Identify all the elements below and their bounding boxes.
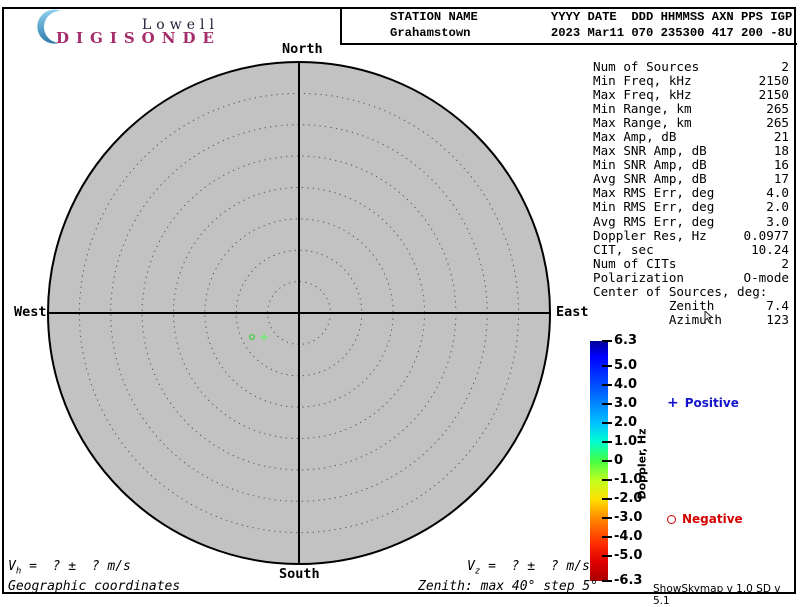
circle-marker-icon <box>667 514 676 524</box>
compass-west-label: West <box>14 304 47 320</box>
parameter-table: Num of Sources 2 Min Freq, kHz 2150 Max Fr… <box>593 59 789 327</box>
colorbar-tick <box>602 498 612 501</box>
table-row: CIT, sec 10.24 <box>593 241 789 257</box>
table-row: Avg SNR Amp, dB 17 <box>593 171 789 187</box>
colorbar-tick-label: 5.0 <box>614 357 638 373</box>
software-version-label: ShowSkymap v 1.0 SD v 5.1 <box>653 583 781 607</box>
table-row: Zenith 7.4 <box>593 297 789 313</box>
compass-south-label: South <box>279 566 320 582</box>
station-header: STATION NAME YYYY DATE DDD HHMMSS AXN PP… <box>390 10 792 41</box>
table-row: Avg RMS Err, deg 3.0 <box>593 213 789 229</box>
header-divider-horizontal <box>340 43 797 45</box>
horizontal-velocity-readout: Vh = ? ± ? m/s <box>8 559 131 577</box>
table-row: Polarization O-mode <box>593 269 789 285</box>
header-divider-vertical <box>340 7 342 45</box>
lowell-logo-crescent-icon <box>37 9 61 44</box>
station-header-columns: STATION NAME YYYY DATE DDD HHMMSS AXN PP… <box>390 10 793 24</box>
table-row: Max Amp, dB 21 <box>593 129 789 145</box>
colorbar-axis-title: Doppler, Hz <box>635 428 649 500</box>
colorbar-tick <box>602 364 612 367</box>
zenith-scale-note: Zenith: max 40° step 5° <box>418 579 599 594</box>
colorbar-tick <box>602 580 612 582</box>
table-row: Min RMS Err, deg 2.0 <box>593 199 789 215</box>
colorbar-tick-label: 0 <box>614 453 624 468</box>
table-row: Azimuth 123 <box>593 311 789 327</box>
colorbar-tick <box>602 460 612 462</box>
table-row: Max Freq, kHz 2150 <box>593 87 789 103</box>
colorbar-tick-label: -5.0 <box>614 548 643 564</box>
colorbar-tick <box>602 536 612 539</box>
colorbar-tick-label: -2.0 <box>614 491 643 507</box>
colorbar-tick-label: 1.0 <box>614 433 638 449</box>
colorbar-tick <box>602 555 612 558</box>
colorbar-tick-label: -1.0 <box>614 472 643 487</box>
table-row: Min SNR Amp, dB 16 <box>593 157 789 173</box>
colorbar-tick-label: -3.0 <box>614 510 643 526</box>
colorbar-tick <box>602 440 612 443</box>
colorbar-tick-label: 2.0 <box>614 414 638 430</box>
table-row: Num of Sources 2 <box>593 59 789 74</box>
colorbar-tick-label: 6.3 <box>614 333 638 348</box>
colorbar-tick <box>602 340 612 342</box>
legend-negative: Negative <box>667 512 743 526</box>
vertical-velocity-readout: Vz = ? ± ? m/s <box>467 559 590 577</box>
skymap-source-negative <box>248 333 256 341</box>
table-row: Center of Sources, deg: <box>593 283 768 299</box>
plus-marker-icon: + <box>667 395 679 411</box>
colorbar-tick-label: 4.0 <box>614 376 638 392</box>
compass-east-label: East <box>556 304 589 320</box>
table-row: Min Freq, kHz 2150 <box>593 73 789 89</box>
colorbar-tick-label: -4.0 <box>614 529 643 545</box>
legend-positive: + Positive <box>667 396 739 410</box>
window-frame <box>2 7 796 594</box>
mouse-cursor-icon <box>704 311 714 323</box>
colorbar-tick-label: 3.0 <box>614 395 638 411</box>
legend-negative-label: Negative <box>682 512 743 526</box>
table-row: Max RMS Err, deg 4.0 <box>593 185 789 201</box>
colorbar-tick <box>602 402 612 405</box>
colorbar-tick <box>602 479 612 481</box>
colorbar-tick-label: -6.3 <box>614 573 643 588</box>
colorbar-tick <box>602 383 612 386</box>
logo-lowell-text: Lowell <box>142 17 219 33</box>
colorbar-tick <box>602 421 612 424</box>
table-row: Doppler Res, Hz 0.0977 <box>593 227 789 243</box>
table-row: Min Range, km 265 <box>593 101 789 117</box>
logo-digisonde-text: DIGISONDE <box>56 29 221 47</box>
table-row: Max Range, km 265 <box>593 115 789 131</box>
skymap-sources <box>248 333 268 341</box>
doppler-colorbar <box>590 341 608 581</box>
skymap-source-positive <box>260 333 268 341</box>
colorbar-tick <box>602 517 612 520</box>
compass-north-label: North <box>282 41 323 57</box>
table-row: Max SNR Amp, dB 18 <box>593 143 789 159</box>
table-row: Num of CITs 2 <box>593 255 789 271</box>
station-header-values: Grahamstown 2023 Mar11 070 235300 417 20… <box>390 25 793 40</box>
coordinates-mode-label: Geographic coordinates <box>8 579 181 594</box>
legend-positive-label: Positive <box>684 396 739 410</box>
